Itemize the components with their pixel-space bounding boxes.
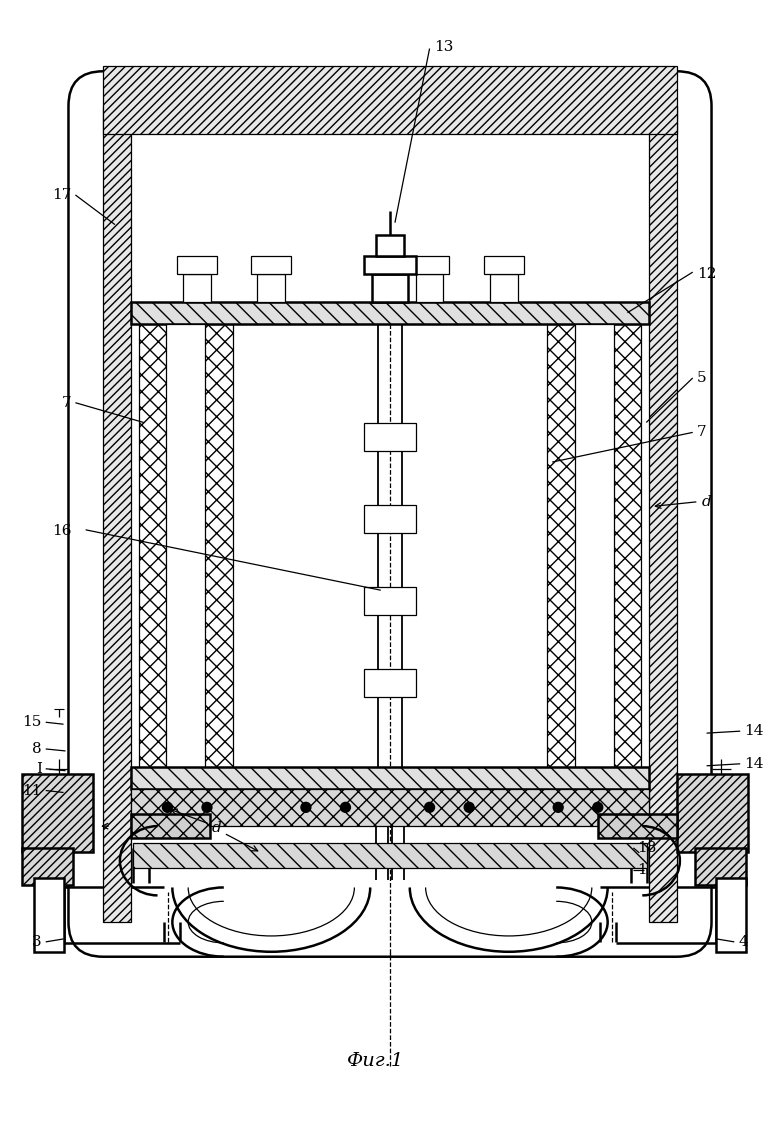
Text: 12: 12 [697, 267, 716, 281]
Circle shape [301, 803, 311, 813]
Bar [257, 275, 285, 302]
Circle shape [593, 803, 603, 813]
Bar [410, 257, 449, 275]
Circle shape [464, 803, 474, 813]
Bar [364, 424, 416, 451]
Text: 17: 17 [52, 188, 72, 202]
Bar [103, 66, 677, 133]
Bar [177, 257, 217, 275]
Bar [484, 257, 523, 275]
Bar [364, 257, 416, 275]
Bar [183, 275, 211, 302]
Bar [376, 234, 404, 257]
Bar [103, 105, 131, 923]
Bar [133, 843, 647, 868]
Bar [695, 847, 746, 886]
Text: 7: 7 [62, 396, 72, 409]
Text: 15: 15 [23, 715, 42, 730]
Bar [251, 257, 291, 275]
Bar [166, 324, 205, 779]
Bar [22, 773, 93, 852]
Bar [364, 506, 416, 532]
Bar [131, 767, 649, 788]
Text: 3: 3 [32, 935, 42, 948]
Text: 18: 18 [637, 841, 657, 855]
Text: 11: 11 [23, 784, 42, 797]
FancyBboxPatch shape [69, 72, 711, 956]
Circle shape [553, 803, 563, 813]
Text: 14: 14 [744, 724, 764, 738]
Bar [575, 324, 614, 779]
Bar [548, 324, 641, 779]
Circle shape [202, 803, 212, 813]
Bar [139, 324, 232, 779]
Bar [372, 275, 408, 302]
Text: 16: 16 [52, 525, 72, 538]
Bar [131, 788, 649, 826]
Text: 8: 8 [32, 742, 42, 756]
Circle shape [162, 803, 172, 813]
Text: 1: 1 [637, 863, 647, 877]
Bar [34, 878, 63, 952]
Bar [677, 773, 748, 852]
Bar [597, 814, 677, 839]
Bar [717, 878, 746, 952]
Text: d: d [212, 821, 222, 835]
Bar [490, 275, 518, 302]
Text: 7: 7 [697, 425, 707, 439]
Bar [364, 587, 416, 614]
Text: 4: 4 [738, 935, 748, 948]
Text: d: d [702, 494, 711, 509]
Text: I: I [36, 762, 42, 776]
Bar [416, 275, 443, 302]
Circle shape [424, 803, 434, 813]
Bar [649, 105, 677, 923]
Bar [131, 302, 649, 324]
Text: 13: 13 [434, 39, 454, 54]
Circle shape [341, 803, 350, 813]
Text: 5: 5 [697, 371, 707, 385]
Bar [364, 669, 416, 697]
Bar [131, 814, 210, 839]
Bar [22, 847, 73, 886]
Text: Фиг.1: Фиг.1 [346, 1051, 404, 1069]
Text: 14: 14 [744, 757, 764, 771]
